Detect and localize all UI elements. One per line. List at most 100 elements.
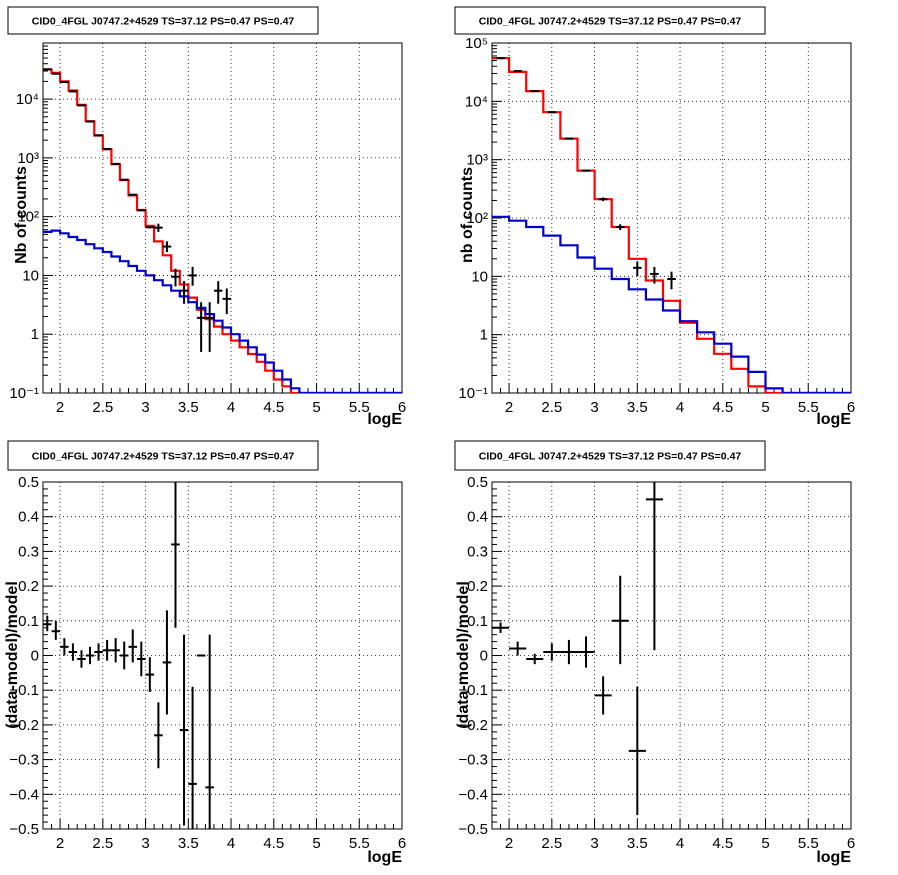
y-tick-label: −0.5 [458,821,488,838]
y-axis-ticks [492,481,502,830]
x-tick-label: 4 [227,399,235,416]
grid-lines [43,43,403,394]
data-point [51,620,61,640]
data-point [650,266,659,284]
plot-frame [491,481,852,830]
data-point [526,653,544,665]
data-point [162,610,172,715]
data-point [60,81,69,84]
y-tick-label: 0.2 [18,578,39,595]
y-tick-label: 10 [471,268,488,285]
data-point [179,634,189,826]
chart-panel-4: CID0_4FGL J0747.2+4529 TS=37.12 PS=0.47 … [454,440,855,866]
y-axis-ticks [43,481,53,830]
x-tick-label: 5.5 [349,835,370,852]
data-point [628,686,646,816]
x-tick-label: 4.5 [712,835,733,852]
x-tick-label: 5 [312,399,320,416]
x-axis-ticks [491,383,852,393]
y-tick-label: 0.1 [18,613,39,630]
x-tick-label: 2.5 [92,399,113,416]
y-tick-label: 1 [31,326,39,343]
title-box [454,440,766,471]
data-point [171,482,180,628]
data-point [179,281,189,304]
data-point [43,68,52,71]
y-axis-ticks [43,42,53,394]
y-tick-label: 10⁴ [465,93,488,110]
chart-panel-1: CID0_4FGL J0747.2+4529 TS=37.12 PS=0.47 … [7,6,406,428]
data-point [205,634,214,829]
x-tick-label: 6 [398,399,406,416]
x-tick-label: 3.5 [178,399,199,416]
data-point [543,643,561,661]
x-tick-label: 4.5 [712,399,733,416]
x-axis-ticks [42,383,403,393]
data-point [594,676,612,715]
y-tick-label: 1 [480,327,488,344]
x-axis-title: logE [816,411,851,428]
data-point [94,134,103,137]
plot-area [43,482,214,829]
data-point [137,641,146,677]
y-tick-label: −0.4 [458,786,488,803]
data-point [111,162,120,165]
data-point [530,90,540,93]
grid-lines [492,42,852,394]
data-point [102,147,112,150]
y-axis-title: (data-model)/model [4,581,21,729]
x-tick-label: 5.5 [798,835,819,852]
x-tick-label: 2.5 [541,835,562,852]
plot-frame [42,42,403,394]
x-tick-label: 5.5 [349,399,370,416]
data-point [222,288,232,315]
y-tick-label: −0.1 [9,682,39,699]
data-point [196,302,206,352]
x-tick-label: 6 [847,835,855,852]
data-point [102,639,112,661]
y-tick-label: 0 [31,648,39,665]
data-point [492,622,510,633]
data-point [188,686,197,829]
chart-title: CID0_4FGL J0747.2+4529 TS=37.12 PS=0.47 … [479,16,742,28]
data-point [205,302,214,352]
x-axis-title: logE [816,849,851,866]
x-tick-label: 4.5 [263,399,284,416]
data-point [564,137,574,140]
data-point [85,120,95,123]
title-box [7,6,319,35]
data-point [119,641,129,670]
data-point [145,226,155,229]
x-tick-label: 2 [56,835,64,852]
model-background-histogram [43,229,402,393]
data-point [633,261,642,277]
data-point [213,281,223,304]
y-tick-label: 0.3 [18,543,39,560]
y-tick-label: −0.3 [9,752,39,769]
y-tick-label: 0.4 [467,509,488,526]
data-point [154,702,163,769]
y-tick-label: 0.3 [467,543,488,560]
y-tick-label: 0.2 [467,578,488,595]
x-axis-title: logE [367,411,402,428]
data-point [154,223,163,232]
x-tick-label: 3 [590,399,598,416]
y-tick-label: 10 [22,267,39,284]
chart-title: CID0_4FGL J0747.2+4529 TS=37.12 PS=0.47 … [479,451,742,463]
x-tick-label: 2 [56,399,64,416]
data-point [560,639,578,665]
x-tick-label: 5 [312,835,320,852]
grid-lines [43,481,403,830]
y-tick-label: 10² [17,209,39,226]
x-axis-ticks [42,819,403,829]
y-tick-label: −0.3 [458,752,488,769]
x-tick-label: 6 [398,835,406,852]
x-tick-label: 5 [761,835,769,852]
data-point [615,224,625,231]
x-tick-label: 4 [676,835,684,852]
y-tick-label: 10³ [17,150,39,167]
data-point [137,209,146,212]
y-tick-label: −0.4 [9,786,39,803]
plot-area [492,57,851,393]
